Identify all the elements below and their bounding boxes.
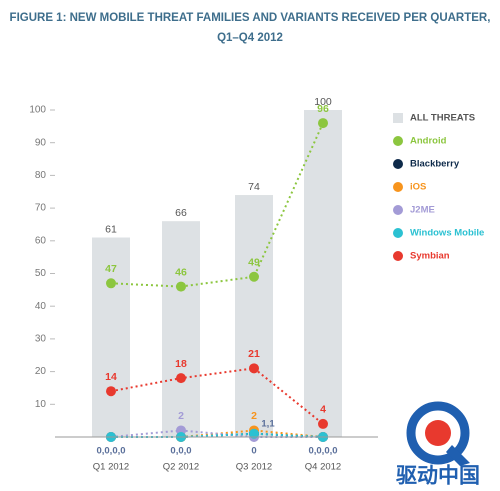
x-tick-label: Q3 2012: [236, 462, 272, 473]
annotation: 0,0,0: [170, 446, 191, 457]
point-label: 4: [320, 404, 326, 416]
x-tick-label: Q2 2012: [163, 462, 199, 473]
legend-marker: [393, 182, 403, 192]
point-label: 96: [317, 103, 329, 115]
logo-tail: [446, 445, 470, 466]
x-tick-label: Q1 2012: [93, 462, 129, 473]
point-label: 2: [178, 410, 184, 422]
annotation: 1,1: [261, 419, 275, 430]
legend-marker: [393, 228, 403, 238]
point: [318, 418, 328, 429]
bar: [162, 221, 200, 437]
bar-label: 61: [105, 223, 117, 235]
point: [106, 386, 116, 397]
annotation: 0,0,0,0: [96, 446, 125, 457]
watermark-logo: [406, 401, 470, 466]
series-line: [110, 122, 324, 288]
legend-label: Symbian: [410, 251, 450, 262]
legend-label: Blackberry: [410, 159, 460, 170]
y-tick-label: 20: [35, 366, 47, 377]
point: [249, 271, 259, 282]
point-label: 47: [105, 263, 117, 275]
point-label: 14: [105, 371, 117, 383]
x-tick-label: Q4 2012: [305, 462, 341, 473]
legend-marker: [393, 251, 403, 261]
point-label: 49: [248, 257, 260, 269]
y-tick-label: 10: [35, 399, 47, 410]
point-label: 18: [175, 358, 187, 370]
y-tick-label: 90: [35, 137, 47, 148]
point: [249, 363, 259, 374]
point-label: 2: [251, 410, 257, 422]
legend-label: J2ME: [410, 205, 435, 216]
bar: [92, 237, 130, 437]
legend-marker: [393, 113, 403, 123]
point: [106, 278, 116, 289]
point: [318, 118, 328, 129]
legend-label: iOS: [410, 182, 426, 193]
y-tick-label: 80: [35, 170, 47, 181]
logo-center: [425, 420, 451, 446]
y-tick-label: 100: [29, 105, 46, 116]
bar-label: 74: [248, 181, 260, 193]
y-tick-label: 40: [35, 301, 47, 312]
y-tick-label: 50: [35, 268, 47, 279]
legend-marker: [393, 136, 403, 146]
point-label: 46: [175, 266, 187, 278]
bar-label: 66: [175, 207, 187, 219]
y-tick-label: 70: [35, 203, 47, 214]
annotation: 0,0,0,0: [308, 446, 337, 457]
y-tick-label: 30: [35, 334, 47, 345]
chart-title: FIGURE 1: NEW MOBILE THREAT FAMILIES AND…: [10, 12, 491, 24]
legend-label: ALL THREATS: [410, 113, 475, 124]
legend-label: Windows Mobile: [410, 228, 484, 239]
bar: [304, 110, 342, 437]
annotation: 0: [251, 446, 256, 457]
series-line: [110, 367, 324, 425]
chart-title: Q1–Q4 2012: [217, 32, 283, 44]
point-label: 21: [248, 348, 260, 360]
point: [176, 373, 186, 384]
watermark: 驱动中国: [396, 465, 480, 488]
legend-marker: [393, 205, 403, 215]
point: [249, 428, 259, 439]
point: [176, 281, 186, 292]
lines: [106, 118, 328, 442]
bars: [92, 110, 342, 437]
legend-label: Android: [410, 136, 447, 147]
bar: [235, 195, 273, 437]
series-line: [110, 429, 323, 438]
logo-ring: [406, 401, 470, 465]
y-tick-label: 60: [35, 235, 47, 246]
legend-marker: [393, 159, 403, 169]
bar-label: 100: [314, 96, 332, 108]
